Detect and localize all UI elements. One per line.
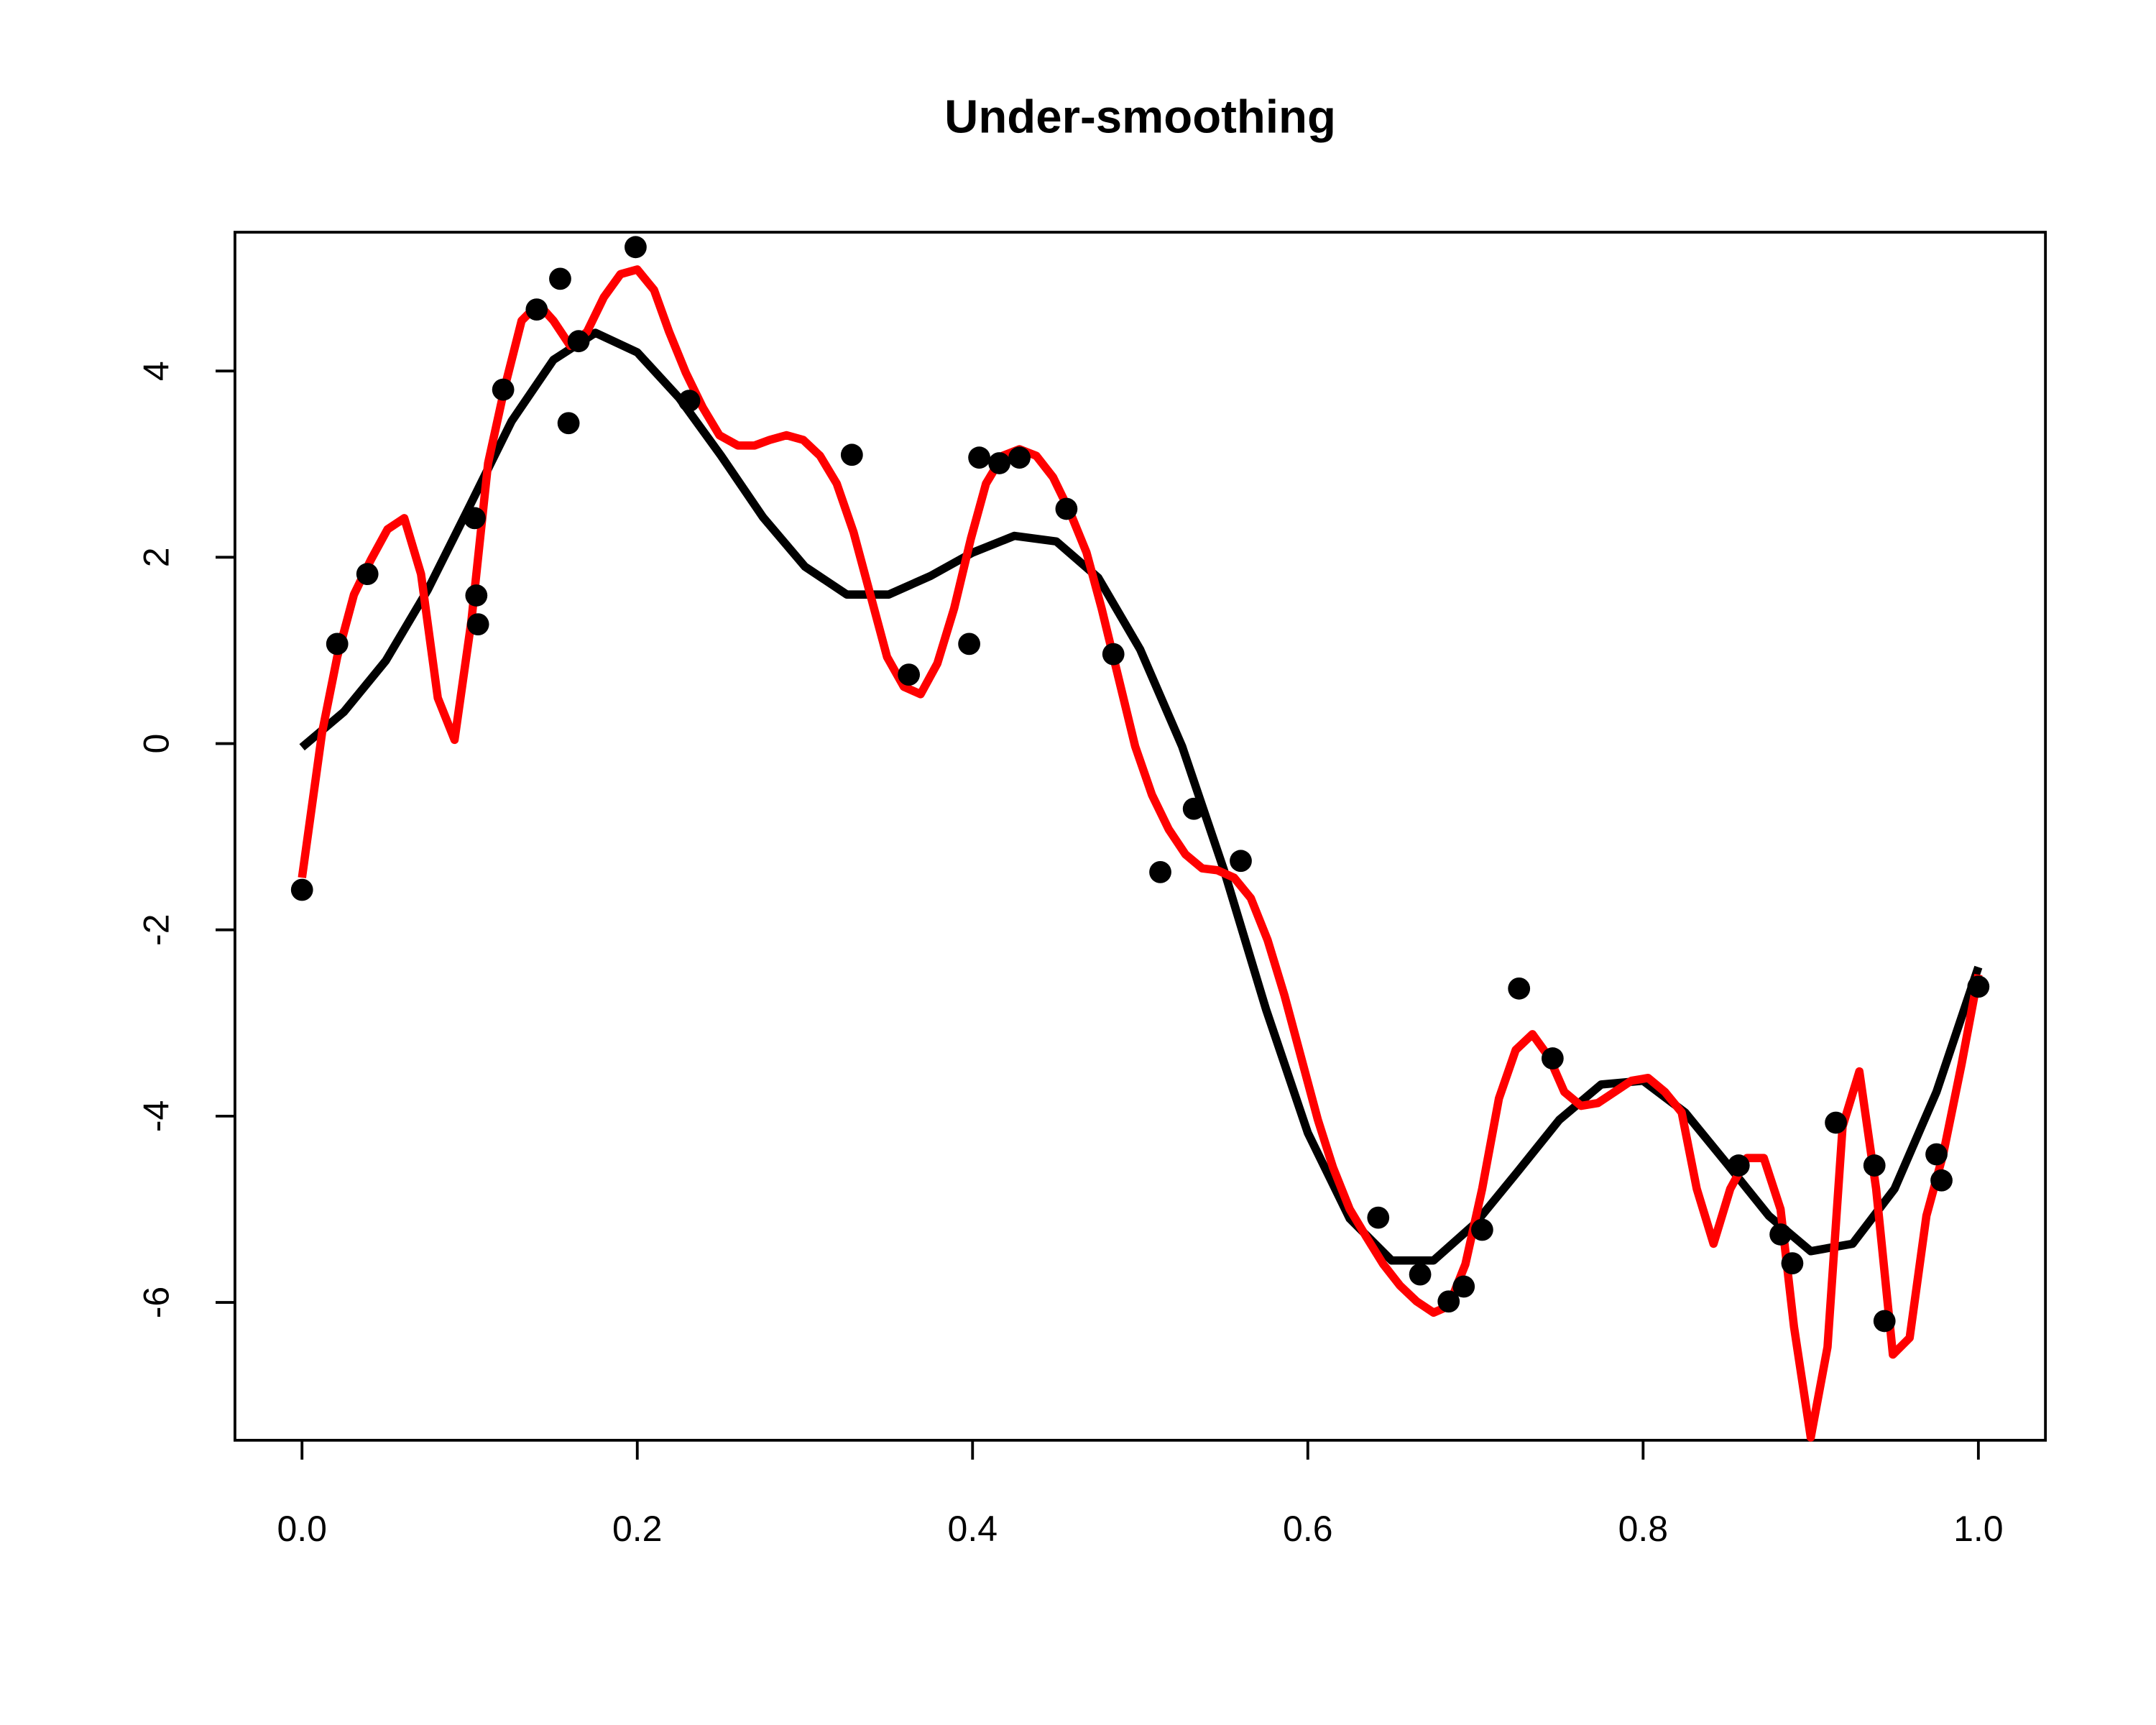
- y-tick-label: 2: [136, 547, 176, 567]
- data-point: [326, 632, 349, 656]
- data-point: [1182, 797, 1205, 820]
- plot-frame: [234, 231, 2047, 1442]
- data-point: [988, 452, 1010, 474]
- chart-title: Under-smoothing: [944, 91, 1336, 143]
- data-point: [492, 378, 515, 401]
- x-tick-label: 0.8: [1618, 1509, 1669, 1549]
- data-point: [1541, 1047, 1564, 1070]
- data-point: [1825, 1111, 1847, 1134]
- x-tick-label: 1.0: [1953, 1509, 2004, 1549]
- data-point: [557, 412, 580, 435]
- y-tick-label: -6: [136, 1287, 176, 1318]
- data-point: [1769, 1223, 1792, 1246]
- data-point: [1873, 1310, 1896, 1333]
- data-point: [290, 878, 313, 901]
- data-point: [1437, 1290, 1460, 1313]
- data-point: [1055, 497, 1078, 520]
- data-point: [1367, 1206, 1390, 1229]
- x-tick-label: 0.2: [612, 1509, 663, 1549]
- data-point: [840, 443, 863, 466]
- data-point: [1930, 1169, 1953, 1192]
- data-point: [567, 330, 590, 353]
- data-point: [1409, 1263, 1432, 1286]
- data-point: [1781, 1252, 1804, 1275]
- data-point: [1508, 977, 1531, 1000]
- data-point: [1452, 1275, 1475, 1298]
- data-point: [898, 663, 921, 686]
- data-point: [1149, 860, 1171, 883]
- data-point: [1471, 1218, 1493, 1241]
- data-point: [464, 507, 486, 530]
- x-tick-label: 0.6: [1283, 1509, 1333, 1549]
- data-point: [678, 390, 701, 413]
- x-tick-label: 0.4: [948, 1509, 998, 1549]
- data-point: [1102, 643, 1125, 666]
- y-tick-label: -2: [136, 914, 176, 945]
- data-point: [958, 632, 980, 656]
- y-tick-label: -4: [136, 1100, 176, 1132]
- data-point: [1727, 1154, 1750, 1177]
- data-point: [968, 446, 990, 469]
- data-point: [1008, 446, 1031, 469]
- y-tick-label: 4: [136, 361, 176, 381]
- data-point: [356, 563, 379, 586]
- data-point: [549, 267, 571, 290]
- data-point: [625, 236, 647, 259]
- data-point: [465, 584, 488, 607]
- data-point: [525, 298, 548, 321]
- data-point: [1863, 1154, 1886, 1177]
- data-point: [1230, 850, 1252, 873]
- x-tick-label: 0.0: [277, 1509, 327, 1549]
- data-point: [466, 613, 489, 636]
- y-tick-label: 0: [136, 734, 176, 754]
- data-point: [1925, 1143, 1948, 1166]
- data-point: [1967, 975, 1990, 998]
